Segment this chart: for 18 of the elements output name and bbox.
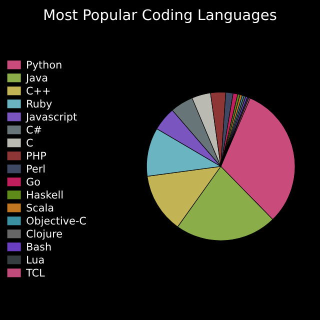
legend-label: Bash [27, 242, 51, 251]
legend-label: Go [26, 178, 40, 186]
legend-label: Clojure [26, 230, 62, 240]
legend-label: C# [26, 126, 42, 134]
legend-label: C [26, 138, 33, 147]
chart-title: Most Popular Coding Languages [44, 8, 276, 24]
legend-label: Scala [26, 204, 54, 212]
legend-label: C++ [26, 86, 50, 95]
legend-label: Lua [27, 256, 44, 264]
legend-label: Java [26, 74, 48, 84]
legend-label: Javascript [26, 112, 77, 123]
legend-label: Perl [27, 164, 45, 173]
legend-label: TCL [26, 268, 45, 277]
legend-label: PHP [27, 152, 46, 160]
legend-label: Haskell [27, 190, 63, 199]
legend-label: Python [27, 60, 62, 71]
legend-label: Ruby [27, 100, 52, 110]
legend-label: Objective-C [26, 216, 86, 227]
